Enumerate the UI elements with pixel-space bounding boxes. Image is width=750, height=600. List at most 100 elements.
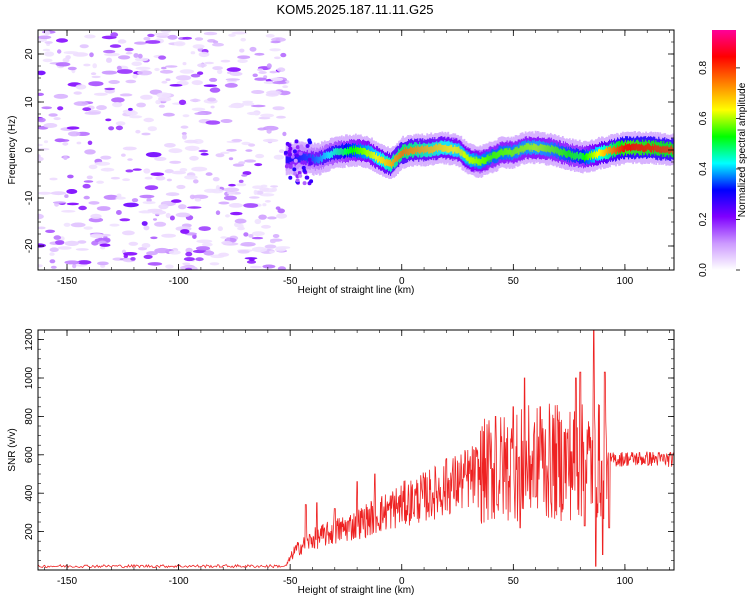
- noise-blob: [182, 62, 187, 66]
- noise-blob: [59, 139, 70, 142]
- trace-cell: [319, 154, 322, 161]
- trace-cell: [561, 150, 564, 157]
- noise-blob: [104, 87, 116, 91]
- noise-blob: [103, 194, 119, 200]
- noise-blob: [175, 75, 192, 81]
- noise-blob: [241, 174, 248, 177]
- noise-blob: [190, 51, 196, 55]
- noise-blob: [290, 154, 295, 159]
- noise-blob: [84, 149, 96, 155]
- trace-cell: [327, 151, 330, 159]
- trace-cell: [309, 153, 312, 161]
- trace-cell: [573, 152, 576, 160]
- noise-blob: [78, 205, 87, 211]
- noise-blob: [237, 55, 251, 59]
- noise-blob: [125, 110, 138, 116]
- trace-cell: [531, 145, 534, 152]
- noise-blob: [62, 142, 69, 146]
- trace-cell: [339, 148, 342, 155]
- noise-blob: [147, 262, 163, 266]
- trace-cell: [484, 157, 487, 164]
- noise-blob: [194, 112, 207, 115]
- trace-cell: [503, 148, 506, 156]
- trace-cell: [432, 147, 435, 154]
- trace-cell: [570, 152, 573, 160]
- trace-cell: [379, 154, 381, 162]
- noise-blob: [83, 226, 93, 230]
- noise-blob: [101, 70, 118, 75]
- trace-cell: [466, 154, 469, 162]
- noise-blob: [153, 32, 170, 36]
- trace-cell: [382, 157, 384, 165]
- trace-cell: [550, 144, 553, 152]
- noise-blob: [131, 61, 142, 67]
- snr-ylabel: SNR (v/v): [7, 428, 18, 471]
- noise-blob: [158, 55, 167, 60]
- trace-cell: [491, 152, 494, 160]
- noise-blob: [67, 174, 74, 179]
- trace-cell: [663, 146, 666, 153]
- trace-cell: [297, 155, 300, 163]
- noise-blob: [205, 172, 213, 176]
- trace-cell: [504, 148, 507, 155]
- noise-blob: [61, 210, 76, 213]
- x-tick-label: 0: [399, 276, 405, 287]
- noise-blob: [277, 67, 286, 72]
- trace-cell: [467, 154, 470, 161]
- trace-cell: [560, 149, 563, 156]
- trace-cell: [410, 146, 412, 154]
- noise-blob: [221, 240, 233, 245]
- trace-cell: [566, 151, 569, 158]
- snr-axes: -150 -100 -50 0 50 100 200 400 600 800 1000 1200: [24, 328, 674, 587]
- noise-blob: [299, 144, 304, 149]
- trace-cell: [300, 153, 303, 160]
- noise-blob: [171, 199, 182, 203]
- noise-blob: [38, 191, 52, 195]
- trace-cell: [362, 148, 364, 155]
- trace-cell: [574, 153, 577, 160]
- trace-cell: [444, 144, 447, 152]
- noise-blob: [269, 250, 275, 254]
- trace-cell: [585, 153, 587, 161]
- trace-cell: [443, 145, 446, 152]
- spectrogram-ylabel: Frequency (Hz): [7, 116, 18, 185]
- noise-blob: [254, 163, 263, 167]
- trace-cell: [508, 147, 511, 155]
- trace-cell: [290, 155, 293, 163]
- trace-cell: [350, 147, 352, 154]
- trace-cell: [414, 147, 416, 155]
- trace-cell: [634, 143, 636, 151]
- noise-blob: [180, 229, 190, 234]
- noise-blob: [88, 217, 104, 223]
- noise-blob: [82, 183, 91, 189]
- trace-cell: [372, 152, 374, 159]
- noise-blob: [173, 41, 186, 47]
- noise-blob: [212, 42, 224, 47]
- noise-blob: [108, 80, 120, 84]
- trace-cell: [334, 147, 337, 155]
- noise-blob: [43, 140, 49, 144]
- trace-cell: [606, 146, 608, 154]
- noise-blob: [112, 102, 123, 108]
- trace-cell: [453, 146, 456, 154]
- trace-cell: [666, 146, 669, 154]
- colorbar-tick-label: 0.8: [698, 61, 709, 75]
- noise-blob: [147, 33, 155, 38]
- noise-blob: [252, 231, 265, 237]
- trace-cell: [390, 159, 392, 167]
- trace-cell: [641, 143, 643, 151]
- noise-blob: [226, 148, 237, 152]
- noise-blob: [41, 106, 53, 110]
- trace-cell: [568, 150, 571, 157]
- trace-cell: [373, 152, 375, 159]
- noise-blob: [282, 85, 289, 89]
- trace-cell: [337, 148, 340, 156]
- trace-cell: [433, 145, 436, 153]
- trace-cell: [448, 146, 451, 153]
- noise-blob: [116, 193, 122, 198]
- trace-cell: [358, 147, 360, 155]
- trace-cell: [454, 145, 457, 152]
- trace-cell: [534, 144, 537, 151]
- noise-blob: [195, 246, 211, 251]
- trace-cell: [357, 147, 359, 154]
